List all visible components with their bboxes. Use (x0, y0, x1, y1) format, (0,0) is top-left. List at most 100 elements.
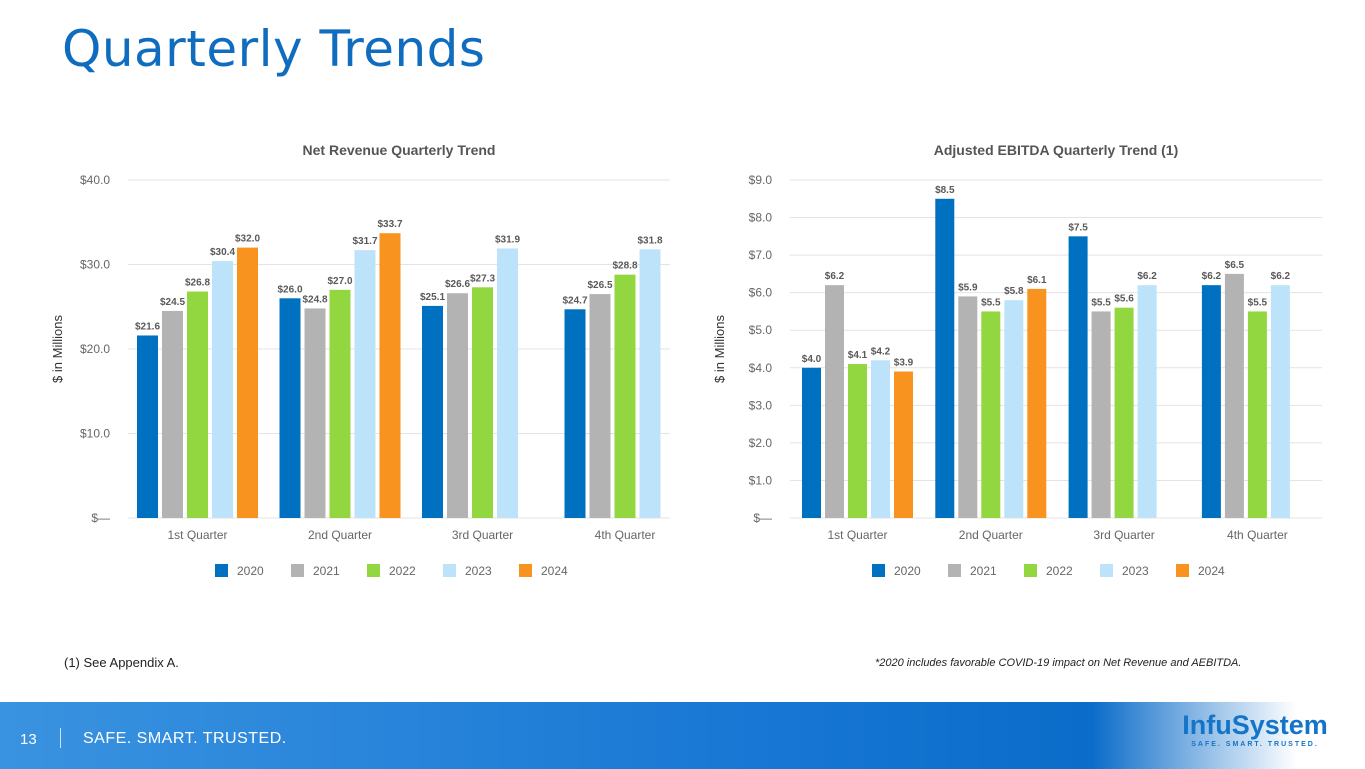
bar-2022 (1114, 307, 1134, 518)
bar-2024 (237, 247, 258, 518)
legend-label: 2023 (465, 564, 492, 578)
footer: 13 SAFE. SMART. TRUSTED. InfuSystem SAFE… (0, 702, 1365, 769)
bar-2023 (1270, 285, 1290, 518)
bar-2021 (447, 293, 468, 518)
legend-label: 2020 (894, 564, 921, 578)
footer-tagline: SAFE. SMART. TRUSTED. (83, 730, 287, 747)
data-label: $5.5 (981, 297, 1001, 308)
bar-2023 (497, 248, 518, 518)
y-tick-label: $30.0 (80, 258, 110, 272)
data-label: $4.1 (848, 350, 868, 361)
legend-swatch-2023 (1100, 564, 1113, 577)
legend-swatch-2022 (367, 564, 380, 577)
x-tick-label: 3rd Quarter (452, 528, 513, 542)
data-label: $4.2 (871, 346, 891, 357)
bar-2022 (981, 311, 1001, 518)
legend-swatch-2023 (443, 564, 456, 577)
bar-2023 (1004, 300, 1024, 518)
bar-2020 (1068, 236, 1088, 519)
bar-2021 (1224, 273, 1244, 518)
data-label: $32.0 (235, 234, 260, 245)
divider (60, 728, 61, 748)
x-tick-label: 1st Quarter (827, 528, 887, 542)
y-tick-label: $2.0 (749, 436, 773, 450)
data-label: $6.2 (825, 271, 845, 282)
bar-2021 (589, 294, 611, 518)
bar-2024 (1027, 288, 1047, 518)
bar-2022 (1247, 311, 1267, 518)
bar-2020 (279, 298, 301, 518)
x-tick-label: 3rd Quarter (1093, 528, 1154, 542)
infusystem-logo: InfuSystem SAFE. SMART. TRUSTED. (1180, 710, 1330, 748)
data-label: $5.6 (1114, 294, 1134, 305)
page-number: 13 (20, 731, 37, 748)
bar-2021 (162, 310, 183, 518)
y-tick-label: $7.0 (749, 248, 773, 262)
data-label: $31.8 (637, 235, 662, 246)
data-label: $24.8 (302, 294, 327, 305)
y-tick-label: $20.0 (80, 342, 110, 356)
data-label: $6.2 (1202, 271, 1222, 282)
bar-2020 (1201, 285, 1221, 518)
data-label: $21.6 (135, 321, 160, 332)
data-label: $3.9 (894, 358, 914, 369)
y-tick-label: $6.0 (749, 286, 773, 300)
data-label: $6.1 (1027, 275, 1047, 286)
legend-label: 2022 (389, 564, 416, 578)
chart-title: Adjusted EBITDA Quarterly Trend (1) (934, 142, 1179, 158)
logo-tagline: SAFE. SMART. TRUSTED. (1191, 741, 1319, 748)
bar-2023 (354, 250, 376, 518)
legend-label: 2022 (1046, 564, 1073, 578)
bar-2021 (958, 296, 978, 518)
y-tick-label: $5.0 (749, 323, 773, 337)
y-axis-label: $ in Millions (712, 315, 727, 383)
bar-2022 (614, 274, 636, 518)
data-label: $28.8 (612, 261, 637, 272)
data-label: $6.2 (1271, 271, 1291, 282)
legend-swatch-2024 (519, 564, 532, 577)
y-tick-label: $1.0 (749, 473, 773, 487)
data-label: $5.9 (958, 282, 978, 293)
data-label: $26.0 (277, 284, 302, 295)
data-label: $27.0 (327, 276, 352, 287)
bar-2023 (212, 261, 233, 518)
data-label: $26.8 (185, 278, 210, 289)
bar-2021 (825, 285, 844, 518)
data-label: $24.7 (562, 295, 587, 306)
bar-2022 (187, 291, 208, 518)
legend-label: 2023 (1122, 564, 1149, 578)
x-tick-label: 4th Quarter (1227, 528, 1288, 542)
chart-title: Net Revenue Quarterly Trend (303, 142, 496, 158)
bar-2023 (1137, 285, 1157, 518)
y-tick-label: $40.0 (80, 173, 110, 187)
data-label: $7.5 (1068, 222, 1088, 233)
footnote-appendix: (1) See Appendix A. (64, 655, 179, 670)
bar-2024 (894, 371, 913, 518)
bar-2020 (137, 335, 158, 518)
data-label: $31.9 (495, 234, 520, 245)
net-revenue-chart: Net Revenue Quarterly Trend $ in Millions… (50, 142, 670, 578)
legend-label: 2021 (970, 564, 997, 578)
x-tick-label: 4th Quarter (595, 528, 656, 542)
x-tick-label: 1st Quarter (167, 528, 227, 542)
data-label: $31.7 (352, 236, 377, 247)
page-title: Quarterly Trends (62, 20, 486, 78)
y-tick-label: $9.0 (749, 173, 773, 187)
bar-2024 (379, 233, 401, 519)
bar-2020 (564, 309, 586, 518)
bar-2022 (848, 364, 867, 518)
bar-2023 (639, 249, 661, 519)
data-label: $26.5 (587, 280, 612, 291)
data-label: $6.5 (1225, 260, 1245, 271)
legend-label: 2021 (313, 564, 340, 578)
bar-2022 (329, 289, 351, 518)
bar-2020 (422, 305, 443, 518)
data-label: $24.5 (160, 297, 185, 308)
data-label: $30.4 (210, 247, 235, 258)
bar-2020 (935, 198, 955, 518)
data-label: $6.2 (1137, 271, 1157, 282)
y-tick-label: $— (753, 511, 772, 525)
bar-2021 (304, 308, 326, 518)
legend-label: 2024 (541, 564, 568, 578)
y-tick-label: $10.0 (80, 427, 110, 441)
